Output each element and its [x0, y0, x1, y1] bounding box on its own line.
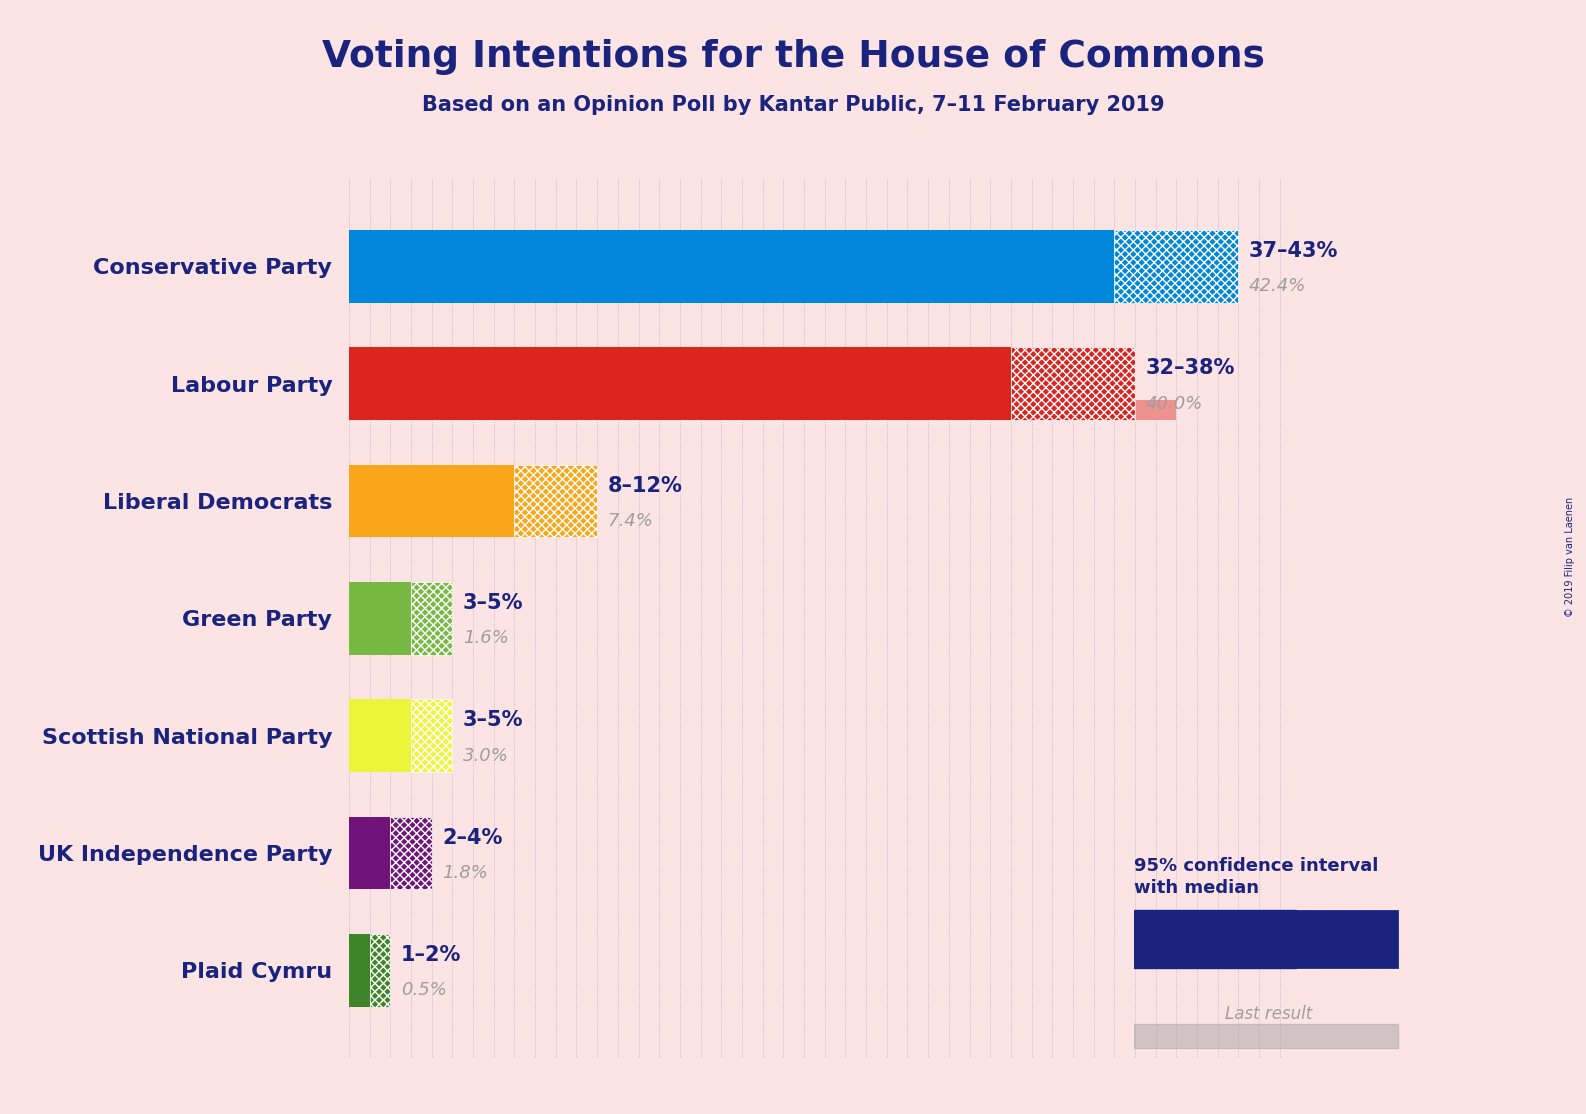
Bar	[349, 348, 1010, 420]
Text: 37–43%: 37–43%	[1248, 241, 1339, 261]
Text: 3–5%: 3–5%	[463, 711, 523, 731]
Bar	[1134, 909, 1296, 967]
Text: 42.4%: 42.4%	[1248, 277, 1307, 295]
Bar	[349, 752, 411, 772]
Bar	[349, 229, 1115, 303]
Text: 1.8%: 1.8%	[442, 863, 488, 882]
Text: 32–38%: 32–38%	[1145, 359, 1235, 379]
Bar	[349, 700, 411, 772]
Text: © 2019 Filip van Laenen: © 2019 Filip van Laenen	[1565, 497, 1575, 617]
Bar	[349, 869, 385, 889]
Text: 95% confidence interval
with median: 95% confidence interval with median	[1134, 857, 1378, 897]
Bar	[1010, 348, 1136, 420]
Bar	[514, 465, 598, 537]
Bar	[349, 817, 390, 889]
Text: 7.4%: 7.4%	[607, 511, 653, 530]
Text: Voting Intentions for the House of Commons: Voting Intentions for the House of Commo…	[322, 39, 1264, 75]
Text: 8–12%: 8–12%	[607, 476, 682, 496]
Bar	[349, 986, 360, 1007]
Bar	[390, 817, 431, 889]
Text: 2–4%: 2–4%	[442, 828, 503, 848]
Bar	[1134, 1025, 1399, 1047]
Text: 1.6%: 1.6%	[463, 629, 509, 647]
Text: 1–2%: 1–2%	[401, 945, 462, 965]
Text: 0.5%: 0.5%	[401, 981, 447, 999]
Bar	[349, 934, 370, 1007]
Bar	[349, 400, 1177, 420]
Text: 40.0%: 40.0%	[1145, 394, 1202, 412]
Bar	[349, 465, 514, 537]
Text: Last result: Last result	[1224, 1005, 1313, 1023]
Bar	[1115, 229, 1239, 303]
Bar	[349, 582, 411, 655]
Text: Based on an Opinion Poll by Kantar Public, 7–11 February 2019: Based on an Opinion Poll by Kantar Publi…	[422, 95, 1164, 115]
Bar	[411, 582, 452, 655]
Bar	[349, 634, 382, 655]
Text: 3–5%: 3–5%	[463, 593, 523, 613]
Bar	[411, 700, 452, 772]
Bar	[1296, 909, 1399, 967]
Text: 3.0%: 3.0%	[463, 746, 509, 764]
Bar	[349, 517, 503, 537]
Bar	[349, 282, 1226, 303]
Bar	[370, 934, 390, 1007]
